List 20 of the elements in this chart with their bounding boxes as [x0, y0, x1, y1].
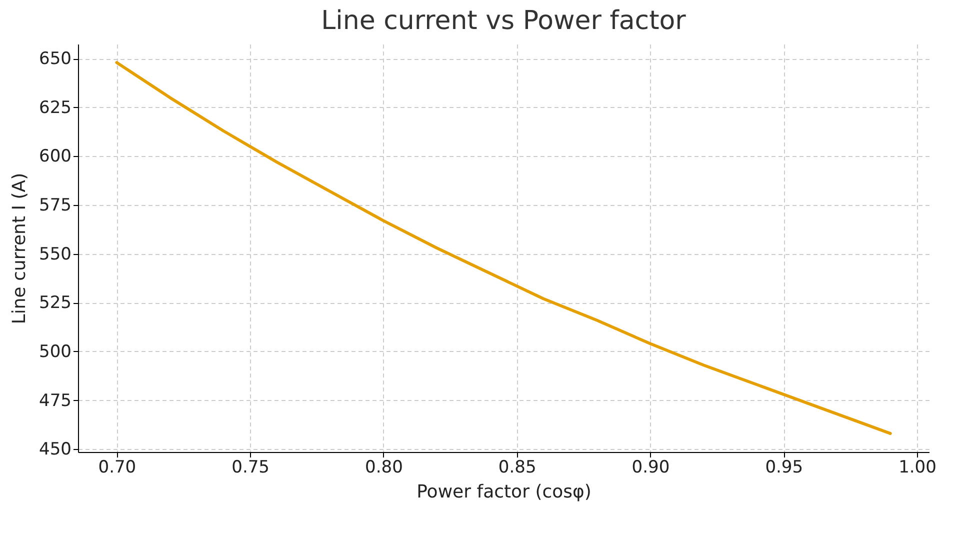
y-tick-label: 575 [39, 196, 72, 216]
x-tick-label: 0.80 [365, 458, 403, 478]
x-tick-label: 0.85 [498, 458, 536, 478]
x-axis-title: Power factor (cosφ) [416, 482, 592, 502]
line-series [115, 61, 892, 435]
y-tick-label: 625 [39, 98, 72, 118]
x-tick-label: 1.00 [898, 458, 936, 478]
y-tick-label: 650 [39, 49, 72, 70]
y-tick-label: 600 [39, 146, 72, 167]
y-tick-label: 500 [39, 342, 72, 362]
y-tick-label: 450 [39, 440, 72, 460]
x-tick-label: 0.90 [632, 458, 670, 478]
y-tick-label: 550 [39, 244, 72, 264]
x-tick-label: 0.75 [232, 458, 270, 478]
x-tick-label: 0.70 [98, 458, 136, 478]
y-axis-title: Line current I (A) [9, 172, 30, 324]
y-tick-label: 475 [39, 390, 72, 411]
chart-title: Line current vs Power factor [321, 6, 686, 36]
y-tick-label: 525 [39, 293, 72, 314]
x-tick-label: 0.95 [765, 458, 804, 478]
